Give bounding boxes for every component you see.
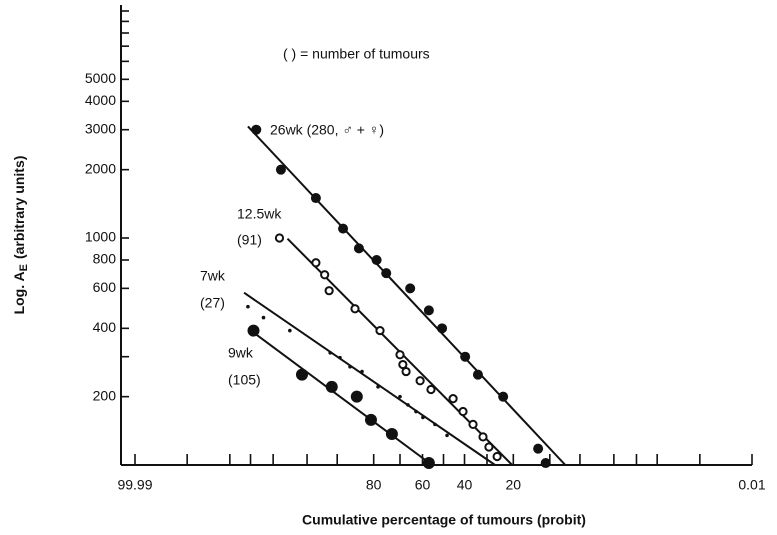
point (338, 223, 349, 234)
point (533, 443, 544, 454)
y-tick-label: 5000 (85, 70, 116, 86)
point (311, 258, 321, 268)
x-tick-label: 40 (457, 477, 473, 493)
point (371, 254, 382, 265)
fit-line (247, 125, 567, 466)
y-label-sub: E (18, 264, 30, 271)
x-axis-label: Cumulative percentage of tumours (probit… (302, 512, 586, 528)
x-tick-label: 99.99 (117, 477, 152, 493)
point (295, 368, 308, 381)
y-tick-label: 4000 (85, 92, 116, 108)
series-label: 9wk (228, 345, 254, 361)
series-label: 26wk (280, ♂ + ♀) (270, 122, 384, 138)
point (274, 233, 285, 243)
point (421, 415, 425, 420)
point (261, 315, 266, 320)
point (348, 364, 352, 369)
point (338, 355, 342, 360)
y-label-main: Log. A (11, 271, 27, 314)
point (398, 394, 402, 399)
point (325, 380, 338, 393)
y-axis-label-text: Log. AE (arbitrary units) (11, 156, 30, 315)
point (415, 376, 425, 386)
y-tick-label: 2000 (85, 160, 116, 176)
point (433, 422, 437, 427)
fit-line (243, 291, 496, 466)
point (275, 164, 286, 175)
point (401, 366, 411, 377)
point (324, 286, 334, 296)
point (437, 323, 448, 334)
x-tick-label: 0.01 (738, 477, 765, 493)
x-tick-label: 20 (506, 477, 522, 493)
point (458, 406, 468, 417)
point (353, 243, 364, 254)
point (492, 451, 502, 462)
point (426, 384, 436, 395)
y-tick-label: 600 (93, 279, 117, 295)
series: 9wk (105) (228, 324, 435, 470)
series: 7wk (27) (200, 268, 496, 466)
point (395, 350, 405, 360)
point (328, 351, 333, 355)
series: 12.5wk (91) (237, 206, 513, 466)
point (406, 403, 410, 407)
point (448, 394, 458, 404)
series: 26wk (280, ♂ + ♀) (247, 122, 567, 469)
point (484, 442, 494, 452)
series-label: (105) (228, 372, 261, 388)
series-label: (91) (237, 232, 262, 248)
point (350, 304, 360, 314)
point (385, 427, 398, 440)
y-axis-label: Log. AE (arbitrary units) (11, 156, 30, 315)
point (472, 369, 483, 380)
point (350, 390, 363, 403)
point (414, 409, 418, 414)
point (422, 457, 435, 470)
series-label: (27) (200, 295, 225, 311)
y-label-rest: (arbitrary units) (11, 156, 27, 259)
point (405, 283, 416, 294)
fit-line (249, 329, 433, 466)
y-tick-label: 400 (93, 319, 117, 335)
point (247, 324, 260, 337)
point (364, 413, 377, 426)
series-label: 7wk (200, 268, 226, 284)
point (498, 391, 509, 402)
x-tick-label: 60 (415, 477, 431, 493)
point (310, 193, 321, 204)
point (360, 369, 364, 374)
y-tick-label: 200 (93, 387, 117, 403)
y-tick-label: 1000 (85, 229, 116, 245)
point (540, 458, 551, 469)
point (381, 268, 392, 279)
annotation: ( ) = number of tumours (283, 46, 430, 62)
series-label: 12.5wk (237, 206, 282, 222)
point (288, 328, 292, 333)
point (445, 433, 449, 438)
y-tick-label: 800 (93, 251, 117, 267)
point (423, 305, 434, 316)
point (375, 325, 385, 336)
point (460, 351, 471, 362)
point (468, 419, 478, 429)
point (478, 432, 488, 442)
point (376, 385, 380, 389)
point (398, 359, 408, 370)
x-tick-label: 80 (366, 477, 382, 493)
point (320, 270, 330, 280)
point (246, 304, 250, 309)
y-tick-label: 3000 (85, 120, 116, 136)
point (251, 124, 262, 135)
